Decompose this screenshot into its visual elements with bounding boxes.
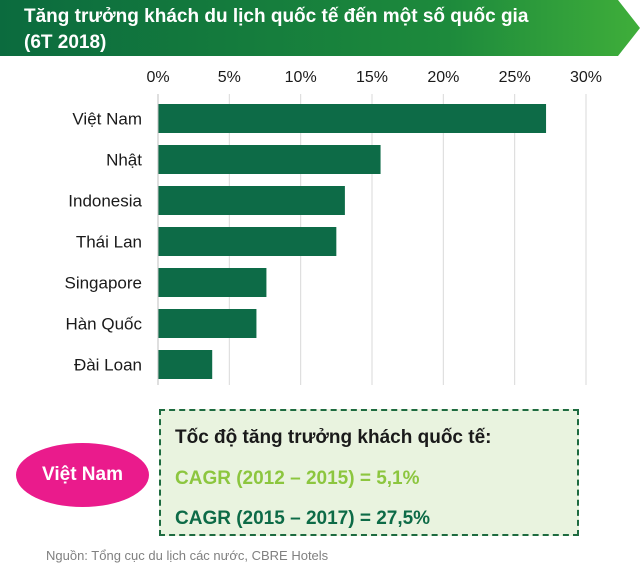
x-tick-label: 30% <box>570 69 602 86</box>
cagr-callout-box: Tốc độ tăng trưởng khách quốc tế: CAGR (… <box>159 409 579 536</box>
bar-chart: 0% 5% 10% 15% 20% 25% 30% Việt Nam Nhật Indonesia… <box>64 69 602 385</box>
category-label: Việt Nam <box>72 110 142 129</box>
cagr-2015-2017: CAGR (2015 – 2017) = 27,5% <box>175 508 431 529</box>
bar <box>158 268 267 297</box>
x-tick-label: 5% <box>218 69 241 86</box>
category-label: Nhật <box>106 151 142 170</box>
category-label: Đài Loan <box>74 356 142 375</box>
bar <box>158 145 381 174</box>
bar <box>158 104 547 133</box>
bar <box>158 309 257 338</box>
x-tick-label: 15% <box>356 69 388 86</box>
category-label: Indonesia <box>68 192 142 211</box>
bar <box>158 350 213 379</box>
vietnam-badge: Việt Nam <box>16 443 149 507</box>
title-banner-shape <box>0 0 640 56</box>
bar <box>158 227 337 256</box>
bar <box>158 186 345 215</box>
x-tick-label: 10% <box>285 69 317 86</box>
chart-title-line1: Tăng trưởng khách du lịch quốc tế đến mộ… <box>24 6 529 27</box>
category-label: Thái Lan <box>76 233 142 252</box>
x-tick-label: 20% <box>427 69 459 86</box>
source-note: Nguồn: Tổng cục du lịch các nước, CBRE H… <box>46 548 329 563</box>
callout-heading: Tốc độ tăng trưởng khách quốc tế: <box>175 427 492 448</box>
cagr-2012-2015: CAGR (2012 – 2015) = 5,1% <box>175 468 420 489</box>
chart-title-line2: (6T 2018) <box>24 32 107 53</box>
category-label: Singapore <box>64 274 142 293</box>
chart-title: Tăng trưởng khách du lịch quốc tế đến mộ… <box>24 4 614 56</box>
category-label: Hàn Quốc <box>65 315 142 334</box>
x-tick-label: 25% <box>499 69 531 86</box>
title-banner: Tăng trưởng khách du lịch quốc tế đến mộ… <box>0 0 640 62</box>
x-tick-label: 0% <box>146 69 169 86</box>
